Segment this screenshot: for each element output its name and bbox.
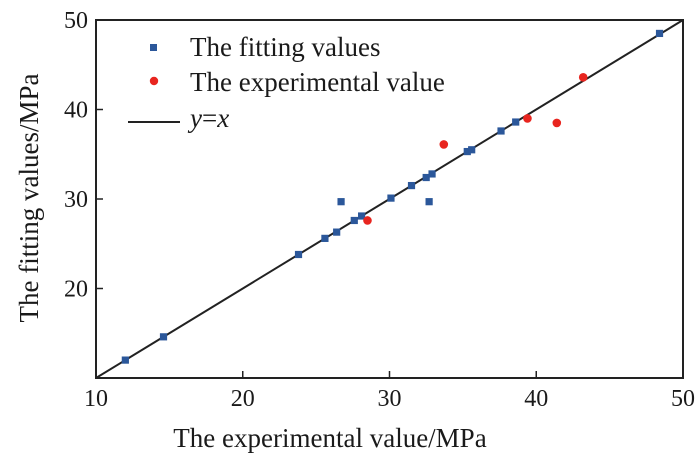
point-fitting-value xyxy=(387,194,395,202)
x-axis-title: The experimental value/MPa xyxy=(173,423,486,453)
point-fitting-value xyxy=(425,198,433,206)
x-tick-label: 30 xyxy=(378,386,402,412)
y-tick-label: 50 xyxy=(64,8,88,34)
point-fitting-value xyxy=(358,212,366,220)
point-experimental-value xyxy=(578,72,588,82)
point-fitting-value xyxy=(497,127,505,135)
x-tick-label: 10 xyxy=(84,386,108,412)
legend-label-experimental-value: The experimental value xyxy=(190,67,445,97)
y-tick-label: 30 xyxy=(64,187,88,213)
legend-marker-fitting-values xyxy=(150,44,157,51)
point-fitting-value xyxy=(468,146,476,154)
x-tick-label: 40 xyxy=(524,386,548,412)
point-experimental-value xyxy=(523,114,532,123)
point-fitting-value xyxy=(333,228,341,236)
y-tick-label: 20 xyxy=(64,277,88,303)
point-fitting-value xyxy=(337,198,345,206)
point-experimental-value xyxy=(439,140,449,149)
x-tick-label: 20 xyxy=(231,386,255,412)
x-tick-label: 50 xyxy=(671,386,695,412)
point-fitting-value xyxy=(655,29,664,38)
point-fitting-value xyxy=(512,118,520,126)
y-axis-title: The fitting values/MPa xyxy=(14,74,44,323)
legend: The fitting values The experimental valu… xyxy=(128,32,445,133)
point-experimental-value xyxy=(552,118,562,128)
axis-ticks: 10 20 30 40 50 20 30 40 50 xyxy=(64,8,695,412)
point-fitting-value xyxy=(294,250,303,259)
point-fitting-value xyxy=(428,170,436,178)
point-experimental-value xyxy=(363,216,372,225)
legend-label-reference-line: y=x xyxy=(187,103,229,133)
point-fitting-value xyxy=(121,356,129,364)
y-tick-label: 40 xyxy=(64,98,88,124)
point-fitting-value xyxy=(463,147,471,156)
data-points xyxy=(121,29,664,364)
legend-label-fitting-values: The fitting values xyxy=(190,32,380,62)
point-fitting-value xyxy=(407,181,416,190)
point-fitting-value xyxy=(422,173,430,182)
legend-marker-experimental-value xyxy=(149,76,159,86)
point-fitting-value xyxy=(350,216,358,225)
point-fitting-value xyxy=(159,333,168,341)
point-fitting-value xyxy=(321,234,329,242)
